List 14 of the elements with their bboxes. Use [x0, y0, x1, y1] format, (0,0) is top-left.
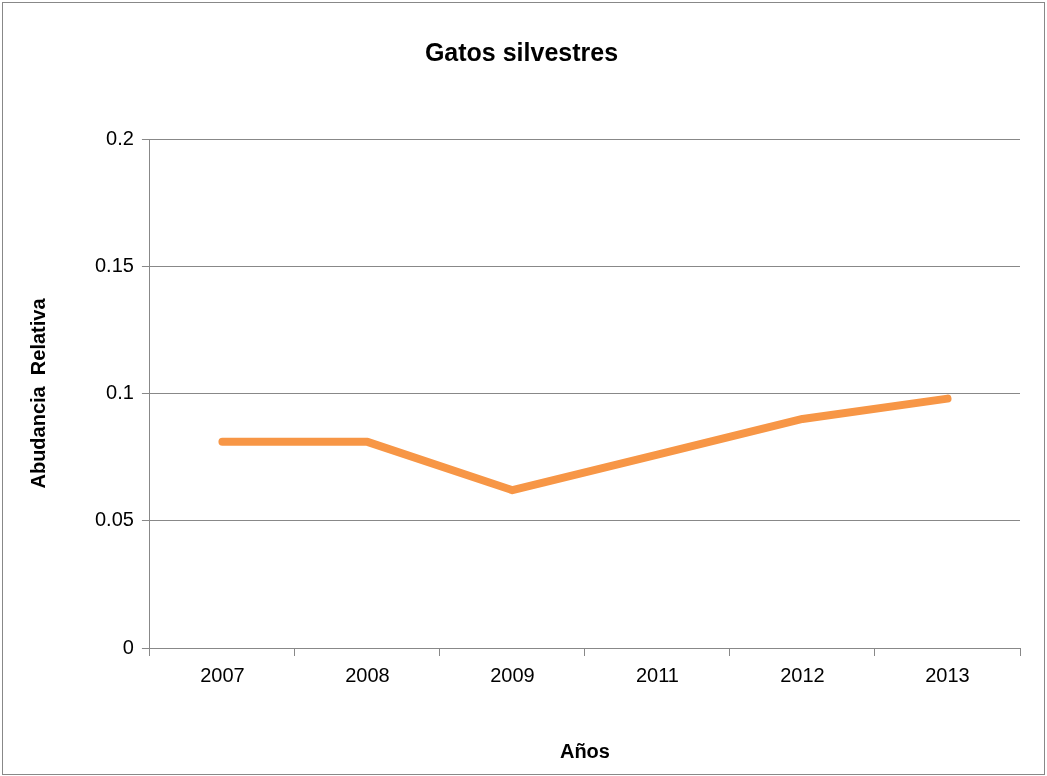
x-tick-label: 2012: [780, 663, 825, 686]
chart-title: Gatos silvestres: [424, 37, 619, 66]
y-tick-label: 0.1: [106, 381, 134, 404]
y-tick-label: 0: [122, 635, 134, 658]
x-tick-label: 2013: [925, 663, 970, 686]
x-tick-label: 2007: [200, 663, 245, 686]
y-tick-label: 0.05: [94, 508, 134, 531]
y-tick-label: 0.15: [94, 253, 134, 276]
y-axis-title: Abudancia Relativa: [26, 297, 49, 489]
x-tick-label: 2011: [635, 663, 679, 686]
y-tick-label: 0.2: [106, 126, 134, 149]
x-axis-title: Años: [559, 739, 610, 762]
x-tick-label: 2008: [345, 663, 390, 686]
x-tick-label: 2009: [490, 663, 535, 686]
